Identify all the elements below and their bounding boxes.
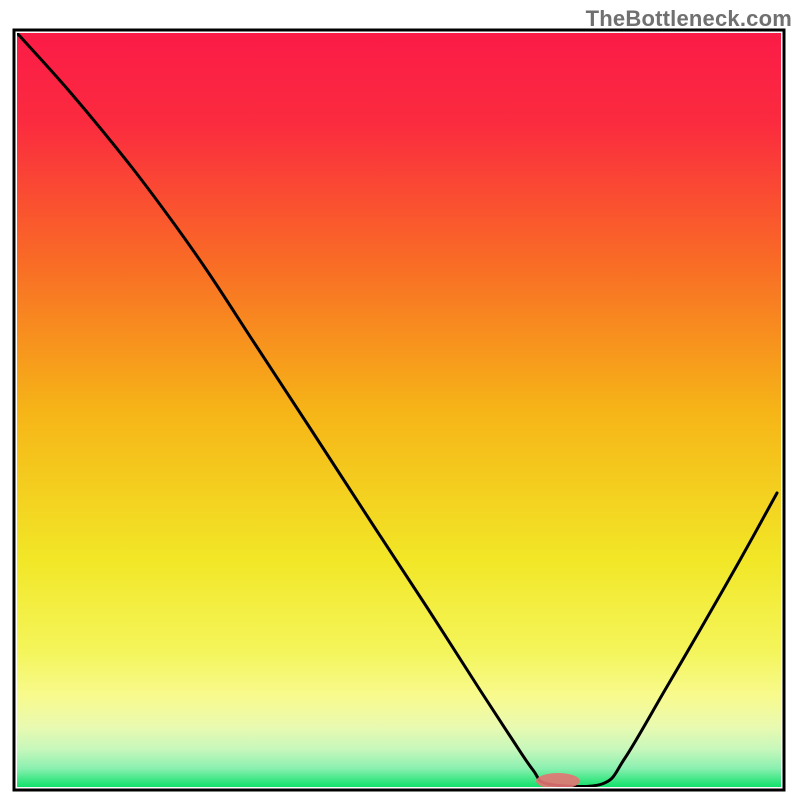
chart-container: TheBottleneck.com [0, 0, 800, 800]
gradient-background [17, 33, 781, 787]
target-marker [536, 773, 580, 789]
watermark-text: TheBottleneck.com [586, 6, 792, 32]
bottleneck-chart-svg [0, 0, 800, 800]
